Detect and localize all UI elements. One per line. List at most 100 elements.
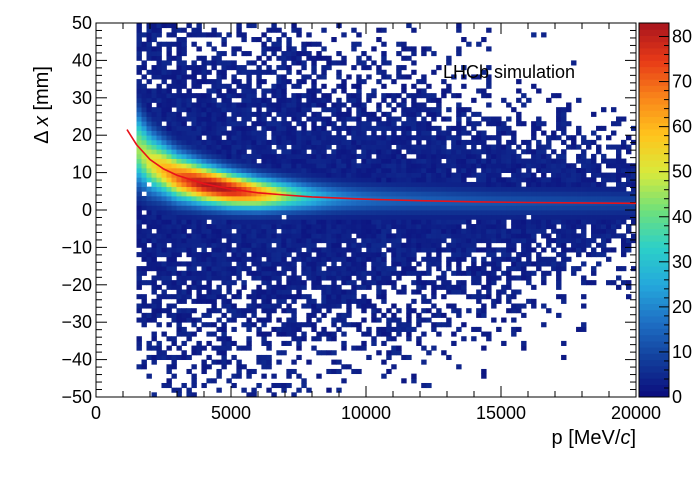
heatmap-cell bbox=[261, 331, 267, 337]
heatmap-cell bbox=[436, 102, 442, 108]
heatmap-cell bbox=[356, 200, 362, 206]
heatmap-cell bbox=[291, 135, 297, 141]
heatmap-cell bbox=[226, 144, 232, 150]
heatmap-cell bbox=[291, 130, 297, 136]
heatmap-cell bbox=[371, 186, 377, 192]
heatmap-cell bbox=[501, 219, 507, 225]
heatmap-cell bbox=[331, 331, 337, 337]
heatmap-cell bbox=[511, 158, 517, 164]
heatmap-cell bbox=[601, 195, 607, 202]
heatmap-cell bbox=[371, 312, 377, 318]
heatmap-cell bbox=[356, 219, 362, 225]
heatmap-cell bbox=[316, 284, 322, 290]
heatmap-cell bbox=[486, 27, 492, 33]
heatmap-cell bbox=[186, 317, 192, 323]
heatmap-cell bbox=[511, 205, 517, 211]
heatmap-cell bbox=[136, 83, 142, 89]
heatmap-cell bbox=[191, 177, 197, 183]
heatmap-cell bbox=[281, 200, 287, 206]
heatmap-cell bbox=[426, 298, 432, 304]
heatmap-cell bbox=[311, 275, 317, 281]
heatmap-cell bbox=[316, 373, 322, 379]
heatmap-cell bbox=[536, 256, 542, 262]
heatmap-cell bbox=[456, 266, 462, 272]
heatmap-cell bbox=[146, 41, 152, 47]
heatmap-cell bbox=[266, 331, 272, 337]
heatmap-cell bbox=[431, 163, 437, 169]
heatmap-cell bbox=[621, 214, 627, 220]
heatmap-cell bbox=[206, 210, 212, 216]
heatmap-cell bbox=[281, 167, 287, 173]
heatmap-cell bbox=[416, 200, 422, 206]
heatmap-cell bbox=[526, 97, 532, 103]
heatmap-cell bbox=[561, 186, 567, 192]
heatmap-cell bbox=[311, 312, 317, 318]
heatmap-cell bbox=[401, 228, 407, 234]
heatmap-cell bbox=[631, 163, 637, 169]
heatmap-cell bbox=[531, 130, 537, 136]
heatmap-cell bbox=[551, 186, 557, 192]
heatmap-cell bbox=[251, 294, 257, 300]
heatmap-cell bbox=[306, 130, 312, 136]
heatmap-cell bbox=[226, 158, 232, 164]
color-scale-step bbox=[639, 147, 669, 155]
heatmap-cell bbox=[161, 158, 167, 164]
heatmap-cell bbox=[566, 228, 572, 234]
heatmap-cell bbox=[166, 275, 172, 281]
heatmap-cell bbox=[436, 242, 442, 248]
heatmap-cell bbox=[491, 303, 497, 309]
heatmap-cell bbox=[531, 181, 537, 188]
heatmap-cell bbox=[361, 181, 367, 188]
heatmap-cell bbox=[256, 139, 262, 145]
heatmap-cell bbox=[486, 149, 492, 155]
heatmap-cell bbox=[231, 74, 237, 80]
heatmap-cell bbox=[321, 65, 327, 71]
heatmap-cell bbox=[261, 153, 267, 159]
heatmap-cell bbox=[341, 83, 347, 89]
heatmap-cell bbox=[221, 172, 227, 178]
heatmap-cell bbox=[581, 233, 587, 239]
heatmap-cell bbox=[621, 266, 627, 272]
heatmap-cell bbox=[451, 224, 457, 230]
heatmap-cell bbox=[261, 354, 267, 361]
heatmap-cell bbox=[236, 121, 242, 127]
heatmap-cell bbox=[281, 130, 287, 136]
heatmap-cell bbox=[416, 238, 422, 244]
heatmap-cell bbox=[376, 228, 382, 234]
heatmap-cell bbox=[251, 158, 257, 164]
heatmap-cell bbox=[276, 256, 282, 262]
heatmap-cell bbox=[621, 247, 627, 253]
heatmap-cell bbox=[431, 219, 437, 225]
heatmap-cell bbox=[311, 214, 317, 220]
heatmap-cell bbox=[506, 214, 512, 220]
heatmap-cell bbox=[216, 345, 222, 351]
heatmap-cell bbox=[426, 214, 432, 220]
y-tick-label: −30 bbox=[61, 312, 92, 332]
heatmap-cell bbox=[591, 280, 597, 286]
heatmap-cell bbox=[426, 144, 432, 150]
heatmap-cell bbox=[341, 280, 347, 286]
heatmap-cell bbox=[146, 191, 152, 197]
heatmap-cell bbox=[501, 210, 507, 216]
heatmap-cell bbox=[521, 303, 527, 309]
heatmap-cell bbox=[186, 247, 192, 253]
heatmap-cell bbox=[206, 130, 212, 136]
heatmap-cell bbox=[161, 354, 167, 361]
heatmap-cell bbox=[231, 65, 237, 71]
heatmap-cell bbox=[296, 97, 302, 103]
heatmap-cell bbox=[496, 144, 502, 150]
heatmap-cell bbox=[406, 74, 412, 80]
heatmap-cell bbox=[191, 32, 197, 38]
heatmap-cell bbox=[301, 125, 307, 131]
heatmap-cell bbox=[351, 368, 357, 375]
heatmap-cell bbox=[581, 135, 587, 141]
heatmap-cell bbox=[206, 163, 212, 169]
heatmap-cell bbox=[366, 74, 372, 80]
heatmap-cell bbox=[296, 121, 302, 127]
heatmap-cell bbox=[451, 186, 457, 192]
heatmap-cell bbox=[136, 107, 142, 113]
heatmap-cell bbox=[336, 135, 342, 141]
heatmap-cell bbox=[491, 153, 497, 159]
heatmap-cell bbox=[581, 205, 587, 211]
heatmap-cell bbox=[211, 359, 217, 365]
